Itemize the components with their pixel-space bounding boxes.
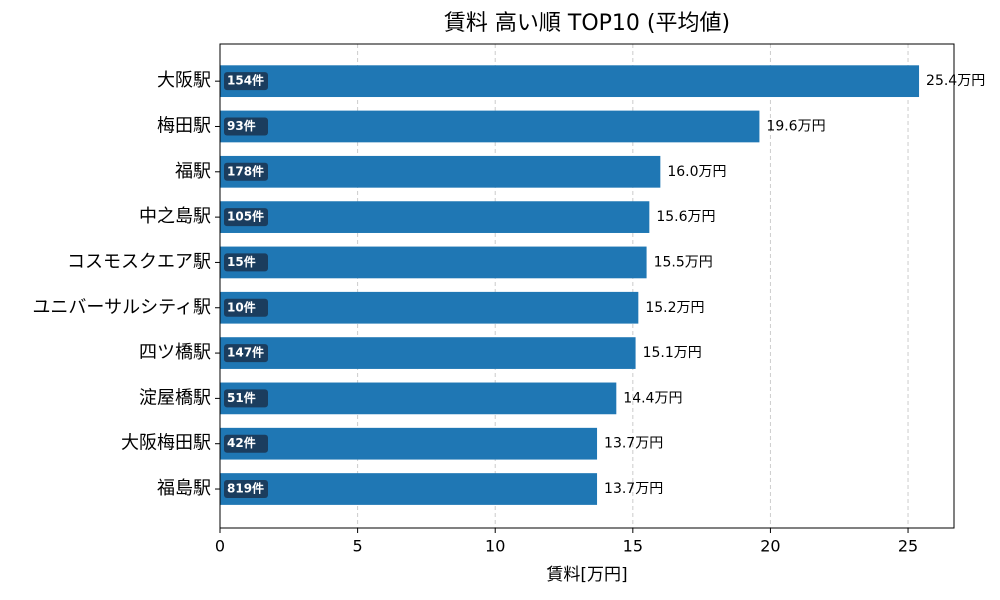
count-badge (224, 480, 268, 499)
count-badge (224, 253, 268, 272)
y-tick-label: 大阪梅田駅 (121, 433, 211, 454)
count-label: 51件 (227, 390, 256, 405)
count-badge (224, 344, 268, 363)
value-label: 13.7万円 (604, 436, 663, 452)
count-label: 178件 (227, 163, 264, 178)
count-badge (224, 434, 268, 453)
bar (220, 473, 598, 505)
y-tick-label: 大阪駅 (157, 70, 211, 91)
count-label: 10件 (227, 299, 256, 314)
count-badge (224, 117, 268, 136)
bar (220, 427, 598, 460)
bar (220, 201, 650, 233)
value-label: 15.5万円 (654, 254, 713, 270)
bar (220, 291, 639, 324)
y-tick-label: 淀屋橋駅 (139, 387, 211, 408)
chart-title: 賃料 高い順 TOP10 (平均値) (444, 11, 730, 36)
bar (220, 155, 661, 188)
count-badge (224, 162, 268, 181)
value-label: 13.7万円 (604, 481, 663, 497)
y-tick-label: 梅田駅 (157, 115, 211, 136)
count-badge (224, 389, 268, 408)
count-badge (224, 208, 268, 227)
count-label: 147件 (227, 345, 264, 360)
y-tick-label: 四ツ橋駅 (139, 342, 211, 363)
bar (220, 337, 636, 369)
value-label: 25.4万円 (926, 73, 985, 89)
value-label: 15.2万円 (645, 300, 704, 316)
count-label: 154件 (227, 73, 264, 88)
count-label: 42件 (227, 435, 256, 450)
value-label: 14.4万円 (623, 390, 682, 406)
x-tick-label: 10 (485, 537, 505, 556)
count-badge (224, 72, 268, 91)
bar (220, 246, 647, 279)
value-label: 16.0万円 (667, 164, 726, 180)
x-tick-label: 0 (215, 537, 225, 556)
value-label: 15.6万円 (656, 209, 715, 225)
bar (220, 65, 920, 98)
count-label: 15件 (227, 254, 256, 269)
count-label: 93件 (227, 118, 256, 133)
x-tick-label: 20 (760, 537, 780, 556)
y-tick-label: 福駅 (175, 161, 211, 182)
x-tick-label: 15 (623, 537, 643, 556)
y-tick-label: ユニバーサルシティ駅 (32, 297, 211, 318)
y-tick-label: コスモスクエア駅 (67, 251, 211, 272)
count-badge (224, 298, 268, 317)
y-tick-label: 中之島駅 (139, 206, 211, 227)
count-label: 105件 (227, 209, 264, 224)
y-tick-label: 福島駅 (157, 478, 211, 499)
x-tick-label: 25 (898, 537, 918, 556)
plot-frame (219, 43, 955, 529)
bar (220, 110, 760, 143)
value-label: 15.1万円 (643, 345, 702, 361)
x-axis-label: 賃料[万円] (546, 565, 627, 585)
bar (220, 382, 617, 415)
value-label: 19.6万円 (766, 118, 825, 134)
count-label: 819件 (227, 481, 264, 496)
x-tick-label: 5 (353, 537, 363, 556)
